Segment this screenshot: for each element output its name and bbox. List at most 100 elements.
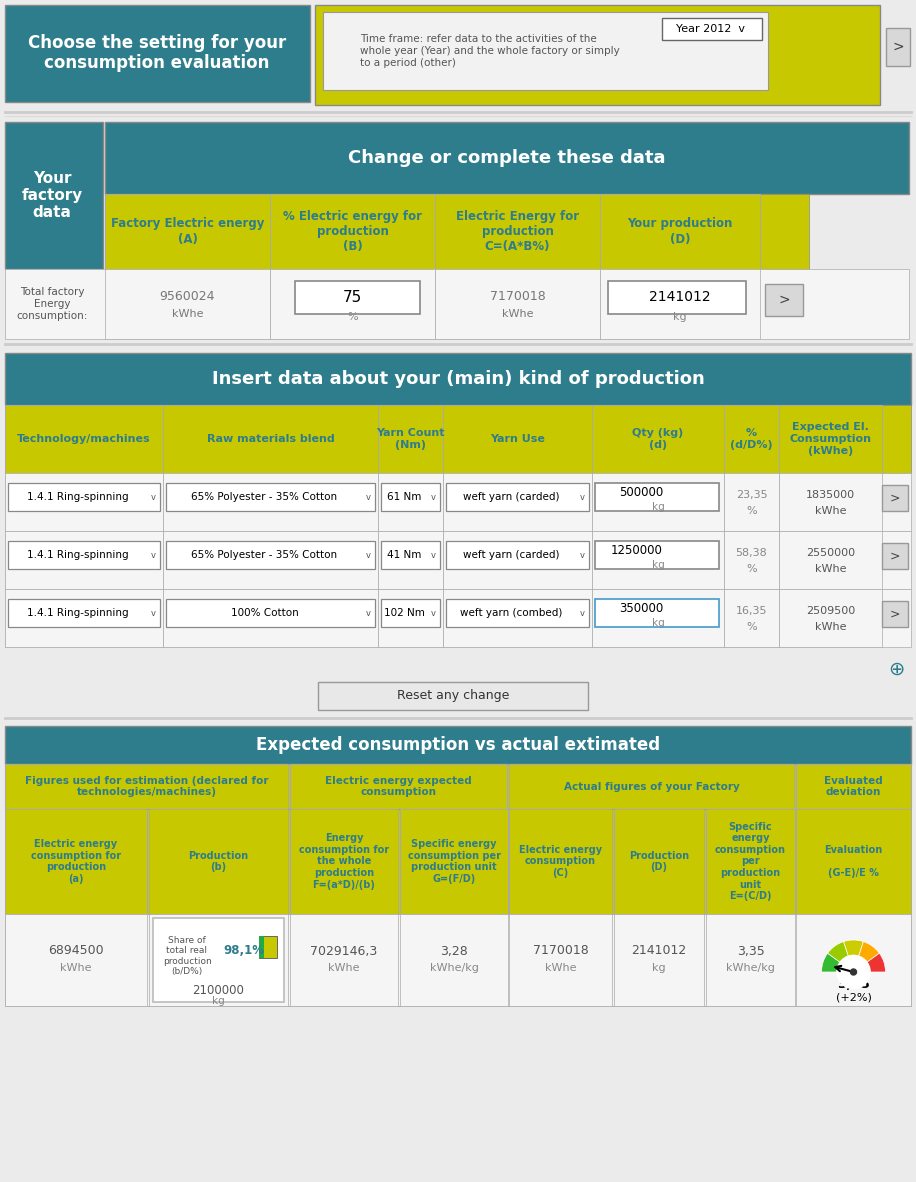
FancyBboxPatch shape	[5, 726, 911, 764]
Text: v: v	[365, 609, 370, 617]
Text: kg: kg	[652, 963, 666, 973]
FancyBboxPatch shape	[290, 764, 507, 808]
FancyBboxPatch shape	[5, 589, 911, 647]
FancyBboxPatch shape	[5, 589, 163, 647]
Text: %: %	[747, 506, 757, 517]
FancyBboxPatch shape	[381, 599, 440, 626]
Text: Year 2012  v: Year 2012 v	[677, 24, 746, 34]
FancyBboxPatch shape	[5, 914, 147, 1006]
FancyBboxPatch shape	[8, 483, 160, 511]
Text: kg: kg	[651, 560, 664, 570]
Text: weft yarn (carded): weft yarn (carded)	[463, 492, 560, 502]
FancyBboxPatch shape	[882, 600, 908, 626]
Text: 41 Nm: 41 Nm	[387, 550, 421, 560]
FancyBboxPatch shape	[882, 543, 908, 569]
FancyBboxPatch shape	[5, 808, 911, 914]
FancyBboxPatch shape	[595, 599, 719, 626]
FancyBboxPatch shape	[592, 405, 724, 473]
Text: 1.4.1 Ring-spinning: 1.4.1 Ring-spinning	[27, 492, 129, 502]
Text: kg: kg	[673, 312, 687, 322]
FancyBboxPatch shape	[105, 194, 270, 269]
FancyBboxPatch shape	[779, 473, 882, 531]
FancyBboxPatch shape	[105, 269, 270, 339]
Text: Yarn Use: Yarn Use	[490, 434, 545, 444]
Text: Energy
consumption for
the whole
production
F=(a*D)/(b): Energy consumption for the whole product…	[299, 833, 389, 890]
Text: Your
factory
data: Your factory data	[21, 170, 82, 220]
Text: Insert data about your (main) kind of production: Insert data about your (main) kind of pr…	[212, 370, 704, 388]
Text: >: >	[889, 492, 900, 505]
FancyBboxPatch shape	[779, 531, 882, 589]
Text: Choose the setting for your
consumption evaluation: Choose the setting for your consumption …	[27, 33, 286, 72]
Circle shape	[837, 955, 870, 988]
Text: 61 Nm: 61 Nm	[387, 492, 421, 502]
Text: 1.4.1 Ring-spinning: 1.4.1 Ring-spinning	[27, 550, 129, 560]
FancyBboxPatch shape	[608, 281, 746, 314]
Text: kWhe: kWhe	[328, 963, 360, 973]
Text: 100% Cotton: 100% Cotton	[231, 608, 299, 618]
Text: % Electric energy for
production
(B): % Electric energy for production (B)	[283, 210, 422, 253]
Text: kg: kg	[651, 618, 664, 628]
Text: Technology/machines: Technology/machines	[17, 434, 151, 444]
FancyBboxPatch shape	[882, 485, 908, 511]
FancyBboxPatch shape	[166, 599, 375, 626]
Text: kWhe: kWhe	[814, 622, 846, 632]
Text: Expected consumption vs actual extimated: Expected consumption vs actual extimated	[256, 736, 660, 754]
Text: Raw materials blend: Raw materials blend	[207, 434, 334, 444]
Wedge shape	[854, 953, 886, 972]
FancyBboxPatch shape	[290, 808, 398, 914]
Text: Electric Energy for
production
C=(A*B%): Electric Energy for production C=(A*B%)	[456, 210, 579, 253]
FancyBboxPatch shape	[259, 936, 264, 957]
Text: (+2%): (+2%)	[835, 993, 871, 1004]
FancyBboxPatch shape	[724, 531, 779, 589]
Text: Share of
total real
production
(b/D%): Share of total real production (b/D%)	[163, 936, 212, 976]
Text: 3,35: 3,35	[837, 978, 870, 991]
Text: kWhe/kg: kWhe/kg	[430, 963, 478, 973]
FancyBboxPatch shape	[5, 473, 911, 531]
Wedge shape	[828, 942, 854, 972]
Text: %: %	[347, 312, 358, 322]
Text: Your production
(D): Your production (D)	[627, 217, 733, 246]
Text: 23,35: 23,35	[736, 491, 768, 500]
FancyBboxPatch shape	[662, 18, 762, 40]
FancyBboxPatch shape	[378, 589, 443, 647]
Text: kWhe: kWhe	[814, 506, 846, 517]
FancyBboxPatch shape	[5, 405, 163, 473]
FancyBboxPatch shape	[706, 914, 795, 1006]
Text: 3,28: 3,28	[440, 944, 468, 957]
Text: 7170018: 7170018	[532, 944, 588, 957]
Text: weft yarn (carded): weft yarn (carded)	[463, 550, 560, 560]
FancyBboxPatch shape	[5, 122, 103, 269]
Wedge shape	[844, 940, 864, 972]
FancyBboxPatch shape	[5, 5, 310, 102]
FancyBboxPatch shape	[446, 599, 589, 626]
Text: Expected El.
Consumption
(kWhe): Expected El. Consumption (kWhe)	[790, 422, 871, 455]
Text: Electric energy expected
consumption: Electric energy expected consumption	[325, 775, 472, 798]
Text: 2141012: 2141012	[631, 944, 687, 957]
Text: %: %	[747, 622, 757, 632]
Text: kWhe: kWhe	[545, 963, 576, 973]
Text: Change or complete these data: Change or complete these data	[348, 149, 666, 167]
Text: 3,35: 3,35	[736, 944, 764, 957]
FancyBboxPatch shape	[5, 764, 911, 808]
FancyBboxPatch shape	[886, 28, 910, 66]
FancyBboxPatch shape	[443, 589, 592, 647]
Text: 350000: 350000	[618, 603, 663, 616]
FancyBboxPatch shape	[5, 269, 909, 339]
FancyBboxPatch shape	[400, 808, 508, 914]
FancyBboxPatch shape	[5, 531, 163, 589]
Text: >: >	[779, 293, 790, 307]
FancyBboxPatch shape	[5, 353, 911, 405]
Text: kg: kg	[651, 502, 664, 512]
FancyBboxPatch shape	[290, 914, 398, 1006]
Text: Evaluation

(G-E)/E %: Evaluation (G-E)/E %	[824, 845, 883, 878]
Text: Specific
energy
consumption
per
production
unit
E=(C/D): Specific energy consumption per producti…	[715, 821, 786, 902]
Text: kWhe: kWhe	[172, 309, 203, 319]
FancyBboxPatch shape	[166, 483, 375, 511]
FancyBboxPatch shape	[8, 599, 160, 626]
Text: 7170018: 7170018	[490, 290, 545, 303]
Text: 7029146,3: 7029146,3	[311, 944, 377, 957]
Text: >: >	[889, 550, 900, 563]
FancyBboxPatch shape	[724, 473, 779, 531]
Text: 500000: 500000	[618, 487, 663, 500]
FancyBboxPatch shape	[153, 918, 284, 1002]
